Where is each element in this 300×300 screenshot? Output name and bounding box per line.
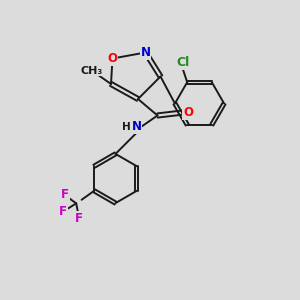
Text: H: H xyxy=(122,122,130,132)
Text: CH₃: CH₃ xyxy=(80,65,103,76)
Text: F: F xyxy=(61,188,69,202)
Text: N: N xyxy=(140,46,151,59)
Text: F: F xyxy=(75,212,83,225)
Text: N: N xyxy=(131,120,142,133)
Text: O: O xyxy=(107,52,118,65)
Text: O: O xyxy=(183,106,194,119)
Text: Cl: Cl xyxy=(176,56,189,69)
Text: F: F xyxy=(59,205,67,218)
